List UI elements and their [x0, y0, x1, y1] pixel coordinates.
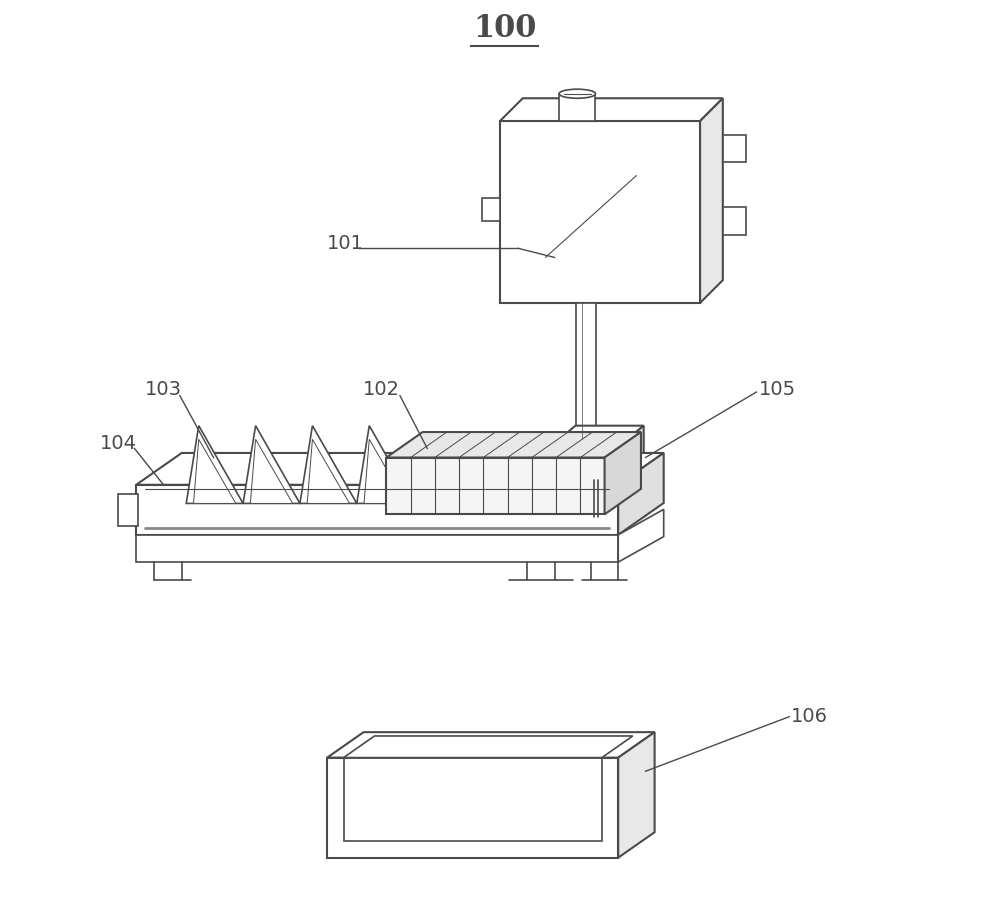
- Polygon shape: [186, 425, 243, 503]
- Bar: [723, 208, 746, 234]
- Polygon shape: [364, 439, 406, 503]
- Polygon shape: [300, 425, 357, 503]
- Ellipse shape: [559, 89, 595, 98]
- Bar: [136, 534, 618, 562]
- Bar: [576, 303, 596, 439]
- Polygon shape: [500, 98, 723, 121]
- Bar: [723, 135, 746, 162]
- Bar: [482, 199, 500, 221]
- Text: 105: 105: [759, 380, 796, 399]
- Bar: [118, 494, 138, 526]
- Polygon shape: [559, 425, 644, 439]
- Bar: [500, 121, 700, 303]
- Text: 106: 106: [791, 707, 828, 727]
- Polygon shape: [627, 425, 644, 480]
- Polygon shape: [357, 425, 414, 503]
- Polygon shape: [243, 425, 300, 503]
- Bar: [559, 93, 595, 121]
- Polygon shape: [344, 736, 633, 758]
- Polygon shape: [618, 510, 664, 562]
- Polygon shape: [618, 732, 655, 857]
- Bar: [327, 758, 618, 857]
- Bar: [136, 485, 618, 534]
- Text: 104: 104: [100, 435, 137, 453]
- Polygon shape: [136, 453, 664, 485]
- Polygon shape: [618, 453, 664, 534]
- Bar: [559, 439, 627, 480]
- Text: 102: 102: [363, 380, 400, 399]
- Polygon shape: [194, 439, 236, 503]
- Polygon shape: [605, 432, 641, 514]
- Polygon shape: [250, 439, 293, 503]
- Bar: [386, 458, 605, 514]
- Polygon shape: [700, 98, 723, 303]
- Polygon shape: [327, 732, 655, 758]
- Text: 103: 103: [145, 380, 182, 399]
- Polygon shape: [307, 439, 349, 503]
- Polygon shape: [386, 432, 641, 458]
- Text: 100: 100: [473, 13, 536, 44]
- Bar: [344, 758, 602, 841]
- Text: 101: 101: [327, 234, 364, 253]
